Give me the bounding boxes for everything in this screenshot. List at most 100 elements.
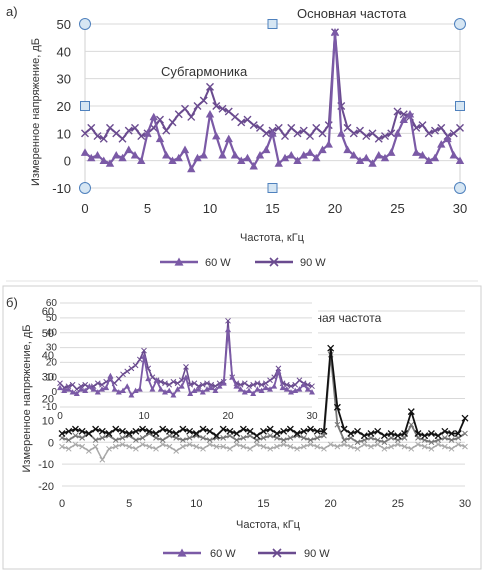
- data-point-90w: [274, 123, 283, 132]
- data-point-90w: [156, 115, 164, 124]
- resize-handle-left[interactable]: [80, 101, 90, 111]
- resize-handle-top-right[interactable]: [454, 18, 466, 30]
- resize-handle-bottom-left[interactable]: [79, 182, 91, 194]
- data-point-60w: [137, 156, 146, 165]
- inset-data-point-60w: [82, 387, 89, 394]
- data-point-60w: [174, 153, 183, 162]
- data-point-grey: [213, 435, 220, 441]
- data-point-dark: [166, 427, 173, 435]
- data-point-dark: [172, 430, 180, 437]
- data-point-90w: [418, 121, 427, 130]
- data-point-60w: [287, 151, 296, 159]
- inset-data-point-60w: [187, 390, 194, 397]
- data-point-grey: [139, 435, 146, 441]
- inset-data-point-60w: [73, 390, 80, 397]
- panel-b-frame: [2, 285, 482, 570]
- inset-data-point-60w: [225, 326, 231, 333]
- data-point-90w: [131, 123, 139, 132]
- data-point-grey: [193, 432, 200, 439]
- resize-handle-top[interactable]: [267, 19, 278, 29]
- data-point-light: [166, 443, 173, 450]
- resize-handle-top-left[interactable]: [79, 18, 91, 30]
- data-point-90w: [249, 121, 258, 130]
- data-point-light: [253, 441, 260, 448]
- data-point-60w: [443, 134, 452, 143]
- data-point-light: [307, 441, 314, 448]
- data-point-dark: [226, 427, 234, 435]
- resize-handle-bottom-right[interactable]: [454, 182, 466, 194]
- data-point-60w: [430, 153, 440, 162]
- data-point-light: [300, 443, 307, 450]
- resize-handle-bottom[interactable]: [267, 183, 278, 193]
- inset-data-point-90w: [149, 374, 156, 381]
- data-point-grey: [448, 437, 455, 443]
- data-point-90w: [181, 104, 189, 113]
- data-point-grey: [186, 435, 193, 441]
- data-point-grey: [307, 437, 314, 443]
- data-point-grey: [280, 437, 287, 443]
- inset-data-point-60w: [204, 386, 210, 392]
- data-point-60w: [393, 129, 402, 137]
- data-point-dark: [159, 425, 167, 433]
- inset-data-point-60w: [149, 386, 156, 392]
- x-tick-label: 30: [453, 201, 467, 216]
- data-point-90w: [137, 132, 146, 141]
- data-point-60w: [293, 156, 302, 165]
- y-tick-label: 60: [42, 306, 54, 318]
- data-point-grey: [166, 432, 173, 439]
- data-point-dark: [280, 427, 288, 435]
- data-point-60w: [149, 112, 158, 121]
- inset-data-point-60w: [183, 374, 189, 380]
- y-tick-label: 10: [57, 126, 71, 141]
- inset-data-point-90w: [191, 380, 198, 387]
- data-point-dark: [213, 432, 220, 440]
- resize-handle-right[interactable]: [455, 101, 465, 111]
- inset-data-point-90w: [157, 378, 164, 385]
- inset-data-point-60w: [57, 384, 63, 391]
- data-point-light: [334, 443, 341, 450]
- data-point-grey: [247, 432, 253, 439]
- inset-data-point-90w: [162, 380, 168, 387]
- inset-data-point-60w: [90, 386, 97, 392]
- data-point-grey: [159, 437, 166, 443]
- inset-data-point-90w: [57, 380, 63, 387]
- data-point-light: [347, 443, 354, 450]
- data-point-dark: [260, 427, 267, 435]
- data-point-dark: [112, 425, 120, 433]
- inset-data-point-90w: [120, 371, 126, 378]
- data-point-90w: [256, 123, 264, 132]
- data-point-grey: [72, 432, 79, 439]
- data-point-90w: [99, 134, 108, 143]
- data-point-grey: [180, 437, 186, 443]
- data-point-60w: [199, 151, 208, 159]
- data-point-grey: [428, 439, 435, 446]
- data-point-light: [381, 445, 388, 452]
- data-point-grey: [99, 435, 106, 441]
- inset-data-point-90w: [258, 381, 265, 388]
- data-point-60w: [168, 156, 177, 165]
- inset-data-point-90w: [132, 362, 139, 369]
- inset-data-point-60w: [288, 389, 294, 395]
- data-point-light: [65, 445, 72, 452]
- data-point-light: [206, 441, 213, 448]
- data-point-90w: [212, 102, 221, 110]
- inset-data-point-60w: [309, 389, 315, 395]
- data-point-dark: [71, 425, 79, 433]
- inset-data-point-90w: [128, 365, 135, 372]
- data-point-light: [112, 443, 119, 450]
- inset-data-point-60w: [279, 384, 286, 391]
- data-point-grey: [287, 435, 294, 441]
- data-point-60w: [99, 156, 108, 165]
- data-point-60w: [305, 148, 315, 156]
- inset-data-point-90w: [225, 317, 231, 324]
- data-point-90w: [349, 129, 358, 138]
- data-point-grey: [455, 435, 462, 441]
- legend-marker-90w: [272, 548, 282, 558]
- data-point-grey: [206, 437, 213, 443]
- data-point-dark: [293, 430, 301, 437]
- data-point-dark: [347, 430, 355, 437]
- inset-y-tick-label: 0: [51, 387, 57, 398]
- inset-data-point-90w: [199, 381, 206, 388]
- data-point-dark: [253, 432, 261, 440]
- panel-a-chart: -10 0 10 20 30 40 50 0 5 10 15 20 25 30 а) Основная час…: [6, 4, 478, 282]
